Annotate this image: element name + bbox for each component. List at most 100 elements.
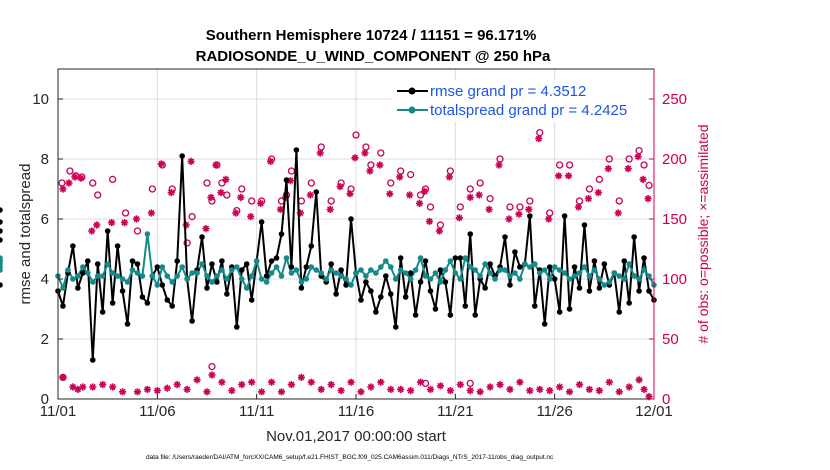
obs-assimilated-marker [485, 205, 493, 213]
obs-assimilated-marker [415, 199, 424, 207]
obs-assimilated-marker [346, 190, 354, 198]
totalspread-series-point [343, 276, 349, 282]
rmse-series-point [258, 219, 265, 225]
obs-assimilated-marker [327, 381, 335, 389]
totalspread-series-point [507, 273, 513, 279]
totalspread-series-point [75, 273, 81, 279]
obs-assimilated-marker [59, 373, 67, 381]
y2-axis-label: # of obs: o=possible; ×=assimilated [695, 124, 711, 343]
totalspread-series-point [323, 276, 330, 282]
rmse-series-point [383, 273, 389, 279]
rmse-series-point [576, 285, 583, 291]
obs-possible-marker [496, 155, 504, 163]
totalspread-series-point [417, 255, 424, 261]
obs-assimilated-marker [153, 387, 161, 395]
totalspread-series-point [397, 267, 404, 273]
totalspread-series-point [338, 273, 344, 279]
y-tick-label: 10 [32, 91, 49, 108]
obs-assimilated-marker [575, 381, 584, 389]
totalspread-series-point [80, 264, 86, 270]
rmse-series-point [139, 294, 146, 300]
obs-assimilated-marker [495, 161, 503, 169]
totalspread-series-point [288, 270, 295, 276]
totalspread-series-point [89, 279, 96, 285]
rmse-series-point [422, 258, 429, 264]
totalspread-series-point [119, 276, 126, 282]
totalspread-series-point [85, 270, 91, 276]
obs-possible-marker [595, 175, 604, 184]
totalspread-series-point [303, 276, 310, 282]
obs-possible-marker [317, 143, 325, 151]
obs-assimilated-marker [71, 173, 79, 181]
obs-assimilated-marker [396, 173, 404, 181]
totalspread-series-point [527, 264, 533, 270]
rmse-series-point [631, 234, 637, 240]
totalspread-series-point [164, 273, 171, 279]
totalspread-series-point [482, 261, 488, 267]
y2-tick-label: 0 [662, 391, 670, 408]
obs-assimilated-marker [287, 381, 296, 389]
obs-possible-marker [456, 203, 464, 211]
totalspread-series-point [502, 267, 508, 273]
rmse-series-point [219, 258, 225, 264]
obs-assimilated-marker [266, 157, 275, 165]
rmse-series-point [104, 228, 111, 234]
legend-box [392, 80, 648, 122]
obs-possible-marker [466, 185, 474, 193]
y-tick-label: 2 [41, 331, 49, 348]
rmse-series-point [402, 294, 409, 300]
rmse-series-point [487, 261, 493, 267]
obs-assimilated-marker [228, 387, 236, 395]
obs-assimilated-marker [297, 373, 305, 381]
rmse-series-point [636, 288, 642, 294]
totalspread-series-point [492, 276, 498, 282]
x-tick-label: 11/01 [40, 403, 76, 420]
totalspread-series-point [556, 267, 563, 273]
obs-assimilated-marker [147, 209, 155, 217]
obs-assimilated-marker [222, 175, 230, 183]
totalspread-series-point [159, 264, 166, 270]
obs-assimilated-marker [163, 384, 171, 392]
totalspread-series-point [368, 267, 374, 273]
legend-spread-marker [408, 106, 416, 114]
obs-possible-marker [327, 197, 335, 205]
obs-assimilated-marker [208, 371, 216, 379]
rmse-series-point [114, 243, 121, 249]
obs-assimilated-marker [133, 388, 142, 396]
obs-assimilated-marker [217, 189, 225, 197]
x-tick-label: 11/16 [338, 403, 374, 420]
y-tick-label: 8 [41, 151, 49, 168]
rmse-series-point [407, 270, 414, 276]
totalspread-series-point [427, 276, 434, 282]
totalspread-series-point [532, 261, 538, 267]
obs-possible-marker [208, 362, 216, 371]
totalspread-series-point [263, 279, 270, 285]
rmse-series-point [129, 258, 136, 264]
totalspread-series-point [432, 270, 439, 276]
x-axis-label: Nov.01,2017 00:00:00 start [266, 428, 447, 445]
rmse-series-point [164, 297, 171, 303]
totalspread-series-point [234, 264, 240, 270]
rmse-series-point [417, 279, 424, 285]
rmse-series-point [343, 282, 349, 288]
obs-assimilated-marker [535, 135, 543, 143]
rmse-series-point [179, 153, 185, 159]
rmse-series-point [437, 267, 444, 273]
obs-possible-marker [108, 175, 117, 184]
obs-assimilated-marker [212, 161, 220, 169]
totalspread-series-point [60, 285, 66, 291]
rmse-series-point [482, 285, 488, 291]
obs-assimilated-marker [420, 187, 429, 195]
totalspread-series-point [65, 267, 71, 273]
x-tick-label: 11/26 [536, 403, 572, 420]
rmse-series-point [273, 255, 280, 261]
totalspread-series-point [283, 255, 290, 261]
totalspread-series-point [586, 273, 593, 279]
obs-assimilated-marker [326, 205, 334, 213]
obs-assimilated-marker [276, 205, 285, 213]
obs-assimilated-marker [505, 215, 513, 223]
totalspread-series-point [219, 267, 225, 273]
y-tick-label: 6 [41, 211, 49, 228]
y-tick-label: 4 [41, 271, 49, 288]
